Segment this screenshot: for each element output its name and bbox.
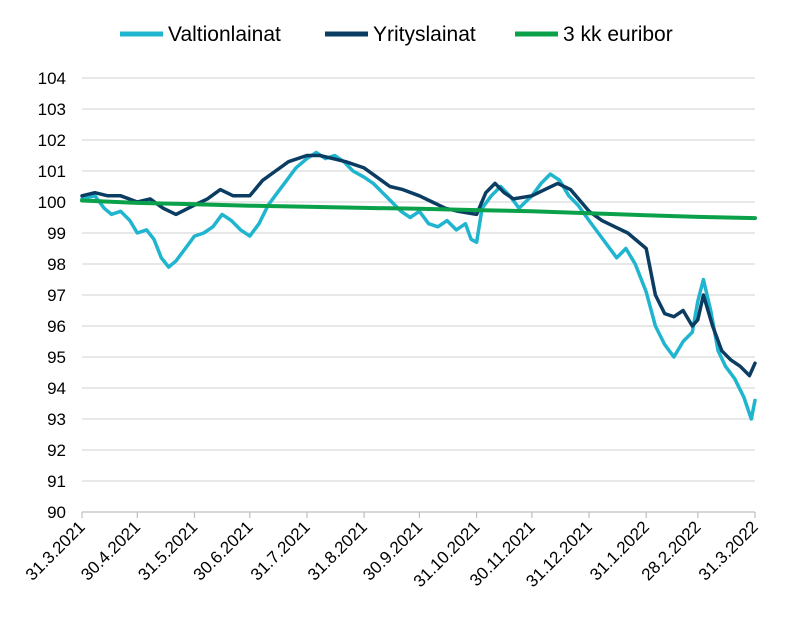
x-tick-label-31.3.2022: 31.3.2022 [695, 517, 762, 584]
y-tick-label-95: 95 [47, 348, 66, 367]
y-tick-label-94: 94 [47, 379, 66, 398]
x-axis: 31.3.202130.4.202131.5.202130.6.202131.7… [22, 511, 762, 591]
y-tick-label-100: 100 [38, 193, 66, 212]
y-tick-label-103: 103 [38, 100, 66, 119]
series-line-valtionlainat [80, 150, 757, 421]
series-lines [80, 150, 757, 421]
y-tick-label-97: 97 [47, 286, 66, 305]
x-tick-label-30.6.2021: 30.6.2021 [190, 517, 257, 584]
y-axis-tick-labels: 90 91 92 93 94 95 96 97 98 99 100 101 102 103 104 [38, 69, 66, 522]
y-tick-label-98: 98 [47, 255, 66, 274]
y-tick-label-101: 101 [38, 162, 66, 181]
y-tick-label-99: 99 [47, 224, 66, 243]
legend-label-yrityslainat: Yrityslainat [373, 23, 476, 46]
y-tick-label-92: 92 [47, 441, 66, 460]
y-tick-label-96: 96 [47, 317, 66, 336]
gridlines [82, 77, 755, 482]
x-tick-label-30.4.2021: 30.4.2021 [77, 517, 144, 584]
y-tick-label-90: 90 [47, 503, 66, 522]
legend: Valtionlainat Yrityslainat 3 kk euribor [120, 23, 673, 46]
legend-label-3kk-euribor: 3 kk euribor [563, 23, 673, 46]
legend-entry-valtionlainat: Valtionlainat [120, 23, 281, 46]
series-line-yrityslainat [80, 153, 757, 378]
legend-entry-3kk-euribor: 3 kk euribor [515, 23, 673, 46]
legend-label-valtionlainat: Valtionlainat [168, 23, 281, 46]
x-tick-label-31.7.2021: 31.7.2021 [247, 517, 314, 584]
x-tick-label-31.5.2021: 31.5.2021 [134, 517, 201, 584]
y-tick-label-93: 93 [47, 410, 66, 429]
x-tick-label-31.3.2021: 31.3.2021 [22, 517, 89, 584]
y-tick-label-104: 104 [38, 69, 66, 88]
series-line-3-kk-euribor [80, 198, 757, 221]
y-tick-label-91: 91 [47, 472, 66, 491]
legend-entry-yrityslainat: Yrityslainat [325, 23, 476, 46]
y-tick-label-102: 102 [38, 131, 66, 150]
x-tick-label-31.8.2021: 31.8.2021 [304, 517, 371, 584]
